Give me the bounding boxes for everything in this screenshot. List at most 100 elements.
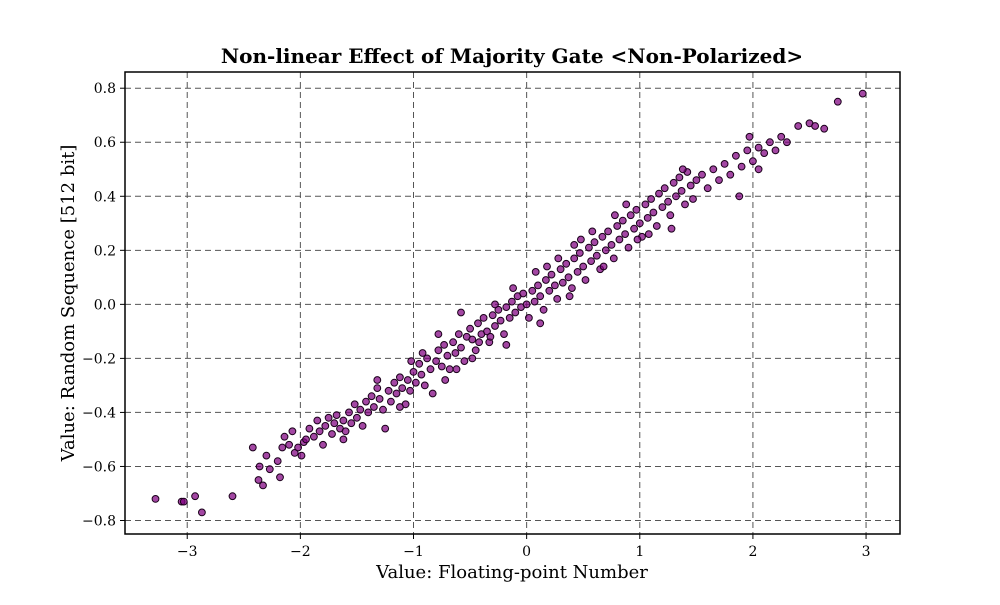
scatter-point [577,235,585,244]
y-tick-label: −0.4 [82,405,116,421]
scatter-point [531,268,540,276]
scatter-point [280,432,289,441]
scatter-point [689,195,697,203]
scatter-point [749,157,757,166]
scatter-point [508,297,516,306]
scatter-point [618,216,627,225]
scatter-point [347,419,356,428]
scatter-point [525,314,533,322]
scatter-point [262,451,271,460]
scatter-point [660,184,669,193]
data-points [151,89,867,517]
scatter-point [735,192,744,201]
scatter-point [558,278,567,287]
scatter-point [737,162,746,171]
scatter-point [332,411,341,420]
scatter-point [534,281,542,290]
scatter-point [585,243,593,252]
scatter-point [709,165,718,174]
scatter-point [356,405,365,414]
scatter-point [630,224,638,233]
scatter-point [434,330,443,339]
scatter-point [726,170,735,179]
x-tick-label: 3 [862,544,871,560]
scatter-point [820,124,829,133]
scatter-point [811,122,819,130]
scatter-point [833,97,842,106]
scatter-point [468,335,477,344]
scatter-point [754,165,763,174]
scatter-point [530,297,539,306]
scatter-point [198,508,206,517]
scatter-point [468,354,477,363]
scatter-point [554,254,563,263]
scatter-point [686,181,695,190]
scatter-point [570,241,579,249]
scatter-point [302,435,310,444]
scatter-point [290,449,299,457]
scatter-point [319,440,327,449]
scatter-point [551,281,559,290]
scatter-point [675,173,684,182]
scatter-point [305,424,314,433]
scatter-point [350,400,359,409]
scatter-point [536,319,545,328]
scatter-point [432,357,441,366]
scatter-point [562,259,571,268]
scatter-point [415,359,424,368]
scatter-point [384,386,393,395]
scatter-point [494,305,503,314]
scatter-point [624,243,633,252]
scatter-point [615,235,624,244]
scatter-point [390,378,399,387]
x-tick-label: 0 [522,544,531,560]
scatter-point [483,327,491,336]
scatter-point [475,338,484,347]
scatter-point [328,430,336,438]
scatter-point [313,416,322,425]
scatter-point [542,276,550,284]
y-tick-label: −0.2 [82,351,116,367]
scatter-point [609,254,618,263]
scatter-point [437,362,446,371]
scatter-point [644,230,653,239]
scatter-point [643,214,652,222]
scatter-point [545,286,554,295]
scatter-point [479,314,488,322]
scatter-point [278,443,287,452]
scatter-point [321,422,330,430]
scatter-point [358,422,367,430]
y-tick-label: 0.8 [94,81,116,97]
scatter-point [420,381,429,390]
scatter-point [396,403,404,411]
scatter-point [672,192,680,201]
scatter-point [604,227,612,236]
scatter-point [626,211,635,220]
scatter-point [443,351,452,360]
scatter-point [649,208,658,217]
scatter-point [647,195,655,203]
scatter-point [381,424,390,433]
scatter-point [373,384,382,393]
y-tick-label: −0.8 [82,513,116,529]
scatter-point [777,132,786,141]
scatter-point [491,300,499,309]
scatter-point [553,295,562,303]
scatter-point [434,346,443,355]
scatter-point [564,273,573,282]
scatter-point [732,151,740,160]
scatter-point [632,205,641,214]
scatter-point [543,262,551,271]
x-tick-label: −3 [177,544,198,560]
scatter-point [547,270,556,279]
scatter-point [666,211,675,220]
scatter-point [179,497,188,506]
scatter-point [587,257,595,266]
scatter-point [364,408,373,417]
scatter-point [570,254,579,263]
y-tick-label: 0.6 [94,135,116,151]
scatter-point [191,492,200,501]
scatter-point [509,284,517,293]
